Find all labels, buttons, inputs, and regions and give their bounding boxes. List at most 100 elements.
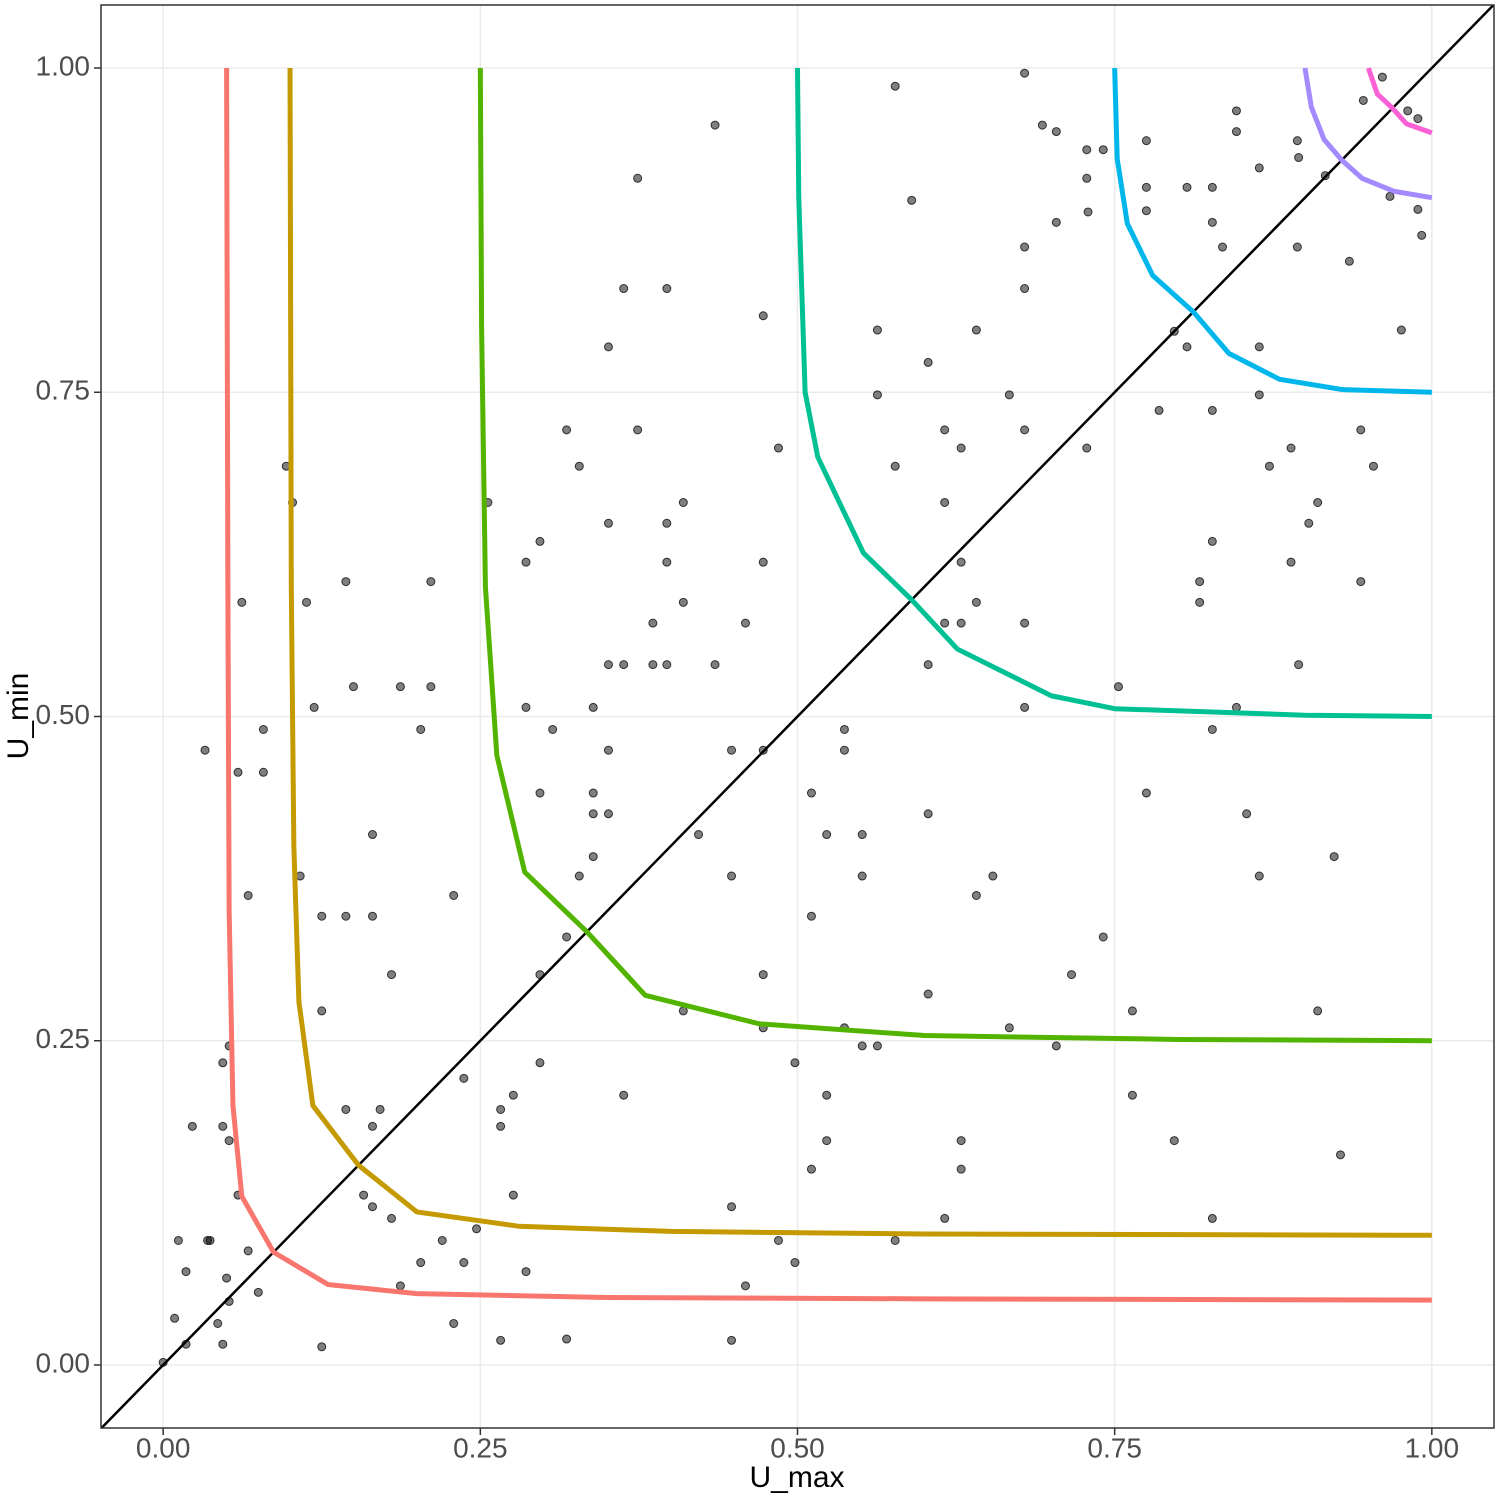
point (619, 1090, 629, 1100)
point (1413, 114, 1423, 124)
point (727, 1202, 737, 1212)
point (806, 1164, 816, 1174)
point (496, 1121, 506, 1131)
plot-area (101, 5, 1494, 1428)
point (1182, 182, 1192, 192)
point (309, 702, 319, 712)
point (940, 1213, 950, 1223)
point (806, 911, 816, 921)
point (521, 702, 531, 712)
point (218, 1339, 228, 1349)
point (1385, 191, 1395, 201)
point (535, 1058, 545, 1068)
point (218, 1121, 228, 1131)
point (822, 1090, 832, 1100)
point (1403, 106, 1413, 116)
point (1368, 461, 1378, 471)
point (694, 830, 704, 840)
point (1020, 702, 1030, 712)
point (923, 809, 933, 819)
point (907, 195, 917, 205)
point (740, 618, 750, 628)
point (367, 911, 377, 921)
point (588, 809, 598, 819)
point (218, 1058, 228, 1068)
point (603, 660, 613, 670)
point (1264, 461, 1274, 471)
point (1195, 597, 1205, 607)
point (1082, 443, 1092, 453)
point (1207, 724, 1217, 734)
point (806, 788, 816, 798)
point (940, 618, 950, 628)
point (341, 577, 351, 587)
point (574, 871, 584, 881)
point (1254, 871, 1264, 881)
point (1231, 702, 1241, 712)
point (662, 518, 672, 528)
point (200, 745, 210, 755)
point (562, 932, 572, 942)
point (1207, 536, 1217, 546)
x-tick-label: 1.00 (1405, 1432, 1460, 1463)
point (426, 682, 436, 692)
point (341, 1104, 351, 1114)
point (1344, 256, 1354, 266)
point (341, 911, 351, 921)
point (535, 788, 545, 798)
point (437, 1235, 447, 1245)
point (1294, 153, 1304, 163)
point (426, 577, 436, 587)
point (872, 390, 882, 400)
point (956, 1164, 966, 1174)
point (205, 1235, 215, 1245)
point (562, 1334, 572, 1344)
y-tick-label: 1.00 (36, 50, 91, 81)
point (1004, 390, 1014, 400)
x-tick-label: 0.00 (136, 1432, 191, 1463)
point (727, 745, 737, 755)
point (1313, 498, 1323, 508)
point (1051, 127, 1061, 137)
point (923, 660, 933, 670)
point (302, 597, 312, 607)
point (710, 660, 720, 670)
point (1313, 1006, 1323, 1016)
point (496, 1335, 506, 1345)
point (727, 871, 737, 881)
point (348, 682, 358, 692)
point (1098, 145, 1108, 155)
point (633, 425, 643, 435)
point (1396, 325, 1406, 335)
point (367, 830, 377, 840)
point (839, 724, 849, 734)
point (940, 498, 950, 508)
point (375, 1104, 385, 1114)
point (317, 1342, 327, 1352)
curve (287, 68, 1432, 1238)
point (387, 1213, 397, 1223)
point (1141, 136, 1151, 146)
point (449, 1318, 459, 1328)
point (1358, 95, 1368, 105)
point (857, 871, 867, 881)
point (956, 618, 966, 628)
point (1141, 788, 1151, 798)
point (1207, 1213, 1217, 1223)
point (1195, 577, 1205, 587)
point (1082, 173, 1092, 183)
point (187, 1121, 197, 1131)
point (496, 1104, 506, 1114)
point (395, 1281, 405, 1291)
point (790, 1058, 800, 1068)
point (521, 557, 531, 567)
point (857, 830, 867, 840)
point (387, 970, 397, 980)
point (923, 989, 933, 999)
point (395, 682, 405, 692)
point (678, 498, 688, 508)
point (1020, 242, 1030, 252)
point (1127, 1006, 1137, 1016)
point (243, 890, 253, 900)
